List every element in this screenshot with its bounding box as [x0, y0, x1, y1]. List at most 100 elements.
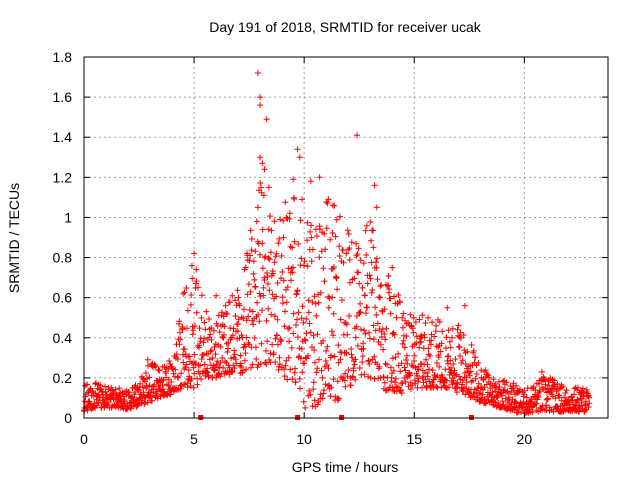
- data-point: [563, 387, 570, 394]
- data-point: [381, 331, 388, 337]
- data-point: [454, 379, 461, 386]
- data-point: [392, 379, 398, 386]
- data-point: [433, 322, 440, 329]
- data-point: [467, 368, 474, 375]
- data-point: [298, 255, 305, 262]
- data-point: [172, 366, 179, 373]
- data-point: [278, 337, 285, 344]
- data-point: [272, 359, 279, 366]
- data-point: [331, 353, 338, 360]
- data-point: [544, 395, 551, 402]
- data-point: [337, 356, 344, 363]
- data-point: [221, 323, 228, 330]
- y-axis-label: SRMTID / TECUs: [6, 183, 22, 293]
- data-point: [373, 264, 380, 271]
- data-point: [314, 331, 321, 338]
- data-point: [259, 160, 266, 167]
- data-point: [267, 213, 273, 220]
- data-point: [279, 269, 286, 275]
- data-point: [452, 356, 459, 362]
- data-point: [410, 314, 417, 321]
- data-point: [347, 279, 353, 286]
- data-point: [229, 332, 236, 339]
- y-tick-label: 0.2: [53, 370, 73, 386]
- data-point: [149, 397, 155, 404]
- data-point: [391, 293, 398, 300]
- data-point: [471, 393, 478, 400]
- data-point: [259, 265, 266, 272]
- chart-title: Day 191 of 2018, SRMTID for receiver uca…: [209, 19, 482, 35]
- data-points: [81, 70, 593, 417]
- data-point: [355, 269, 362, 276]
- data-point: [156, 367, 163, 374]
- x-tick-label: 5: [190, 431, 198, 447]
- data-point: [284, 284, 291, 291]
- data-point: [232, 313, 239, 319]
- data-point: [206, 356, 213, 363]
- data-point: [296, 375, 303, 382]
- data-point: [165, 382, 172, 389]
- data-point: [231, 365, 238, 371]
- data-point: [268, 311, 275, 318]
- data-point: [209, 355, 216, 361]
- data-point: [398, 390, 405, 397]
- data-point: [274, 332, 280, 339]
- data-point: [403, 357, 409, 363]
- data-point: [320, 337, 326, 344]
- data-point: [363, 222, 370, 229]
- data-point: [333, 216, 340, 223]
- data-point: [228, 355, 235, 362]
- data-point: [265, 226, 272, 233]
- data-point: [260, 284, 267, 291]
- data-point: [429, 319, 436, 326]
- data-point: [259, 240, 266, 247]
- data-point: [373, 204, 380, 211]
- data-point: [176, 318, 183, 325]
- data-point: [275, 363, 282, 370]
- data-point: [369, 287, 376, 293]
- data-point: [336, 243, 343, 250]
- data-point: [229, 368, 236, 375]
- data-point: [423, 383, 430, 390]
- data-point: [393, 383, 400, 390]
- data-point: [168, 379, 175, 385]
- data-point: [450, 361, 457, 367]
- data-point: [337, 316, 344, 323]
- data-point: [377, 283, 384, 290]
- data-point: [203, 308, 210, 315]
- data-point: [240, 367, 246, 374]
- data-point: [562, 390, 569, 396]
- data-point: [453, 389, 460, 396]
- data-point: [359, 284, 366, 291]
- data-point: [396, 299, 403, 306]
- data-point: [256, 318, 263, 325]
- x-axis-label: GPS time / hours: [292, 459, 399, 475]
- data-point: [302, 404, 309, 411]
- y-tick-label: 0.8: [53, 250, 73, 266]
- data-point: [326, 295, 333, 302]
- data-point: [362, 292, 368, 299]
- data-point: [466, 372, 473, 379]
- data-point: [304, 263, 311, 270]
- data-point: [242, 343, 249, 350]
- data-point: [301, 360, 308, 367]
- data-point: [280, 277, 287, 284]
- data-point: [248, 364, 254, 371]
- data-point: [198, 356, 205, 362]
- data-point: [276, 354, 283, 361]
- data-point: [142, 370, 149, 376]
- data-point: [356, 280, 363, 287]
- data-point: [461, 302, 468, 309]
- data-point: [496, 383, 503, 390]
- data-point: [283, 299, 290, 306]
- data-point: [352, 356, 359, 363]
- data-point: [301, 258, 308, 265]
- data-point: [417, 333, 424, 340]
- data-point: [407, 386, 414, 393]
- data-point: [129, 394, 136, 401]
- data-point: [374, 276, 381, 283]
- data-point: [360, 345, 367, 352]
- data-point: [273, 293, 280, 300]
- data-point: [263, 270, 270, 276]
- data-point: [167, 360, 174, 367]
